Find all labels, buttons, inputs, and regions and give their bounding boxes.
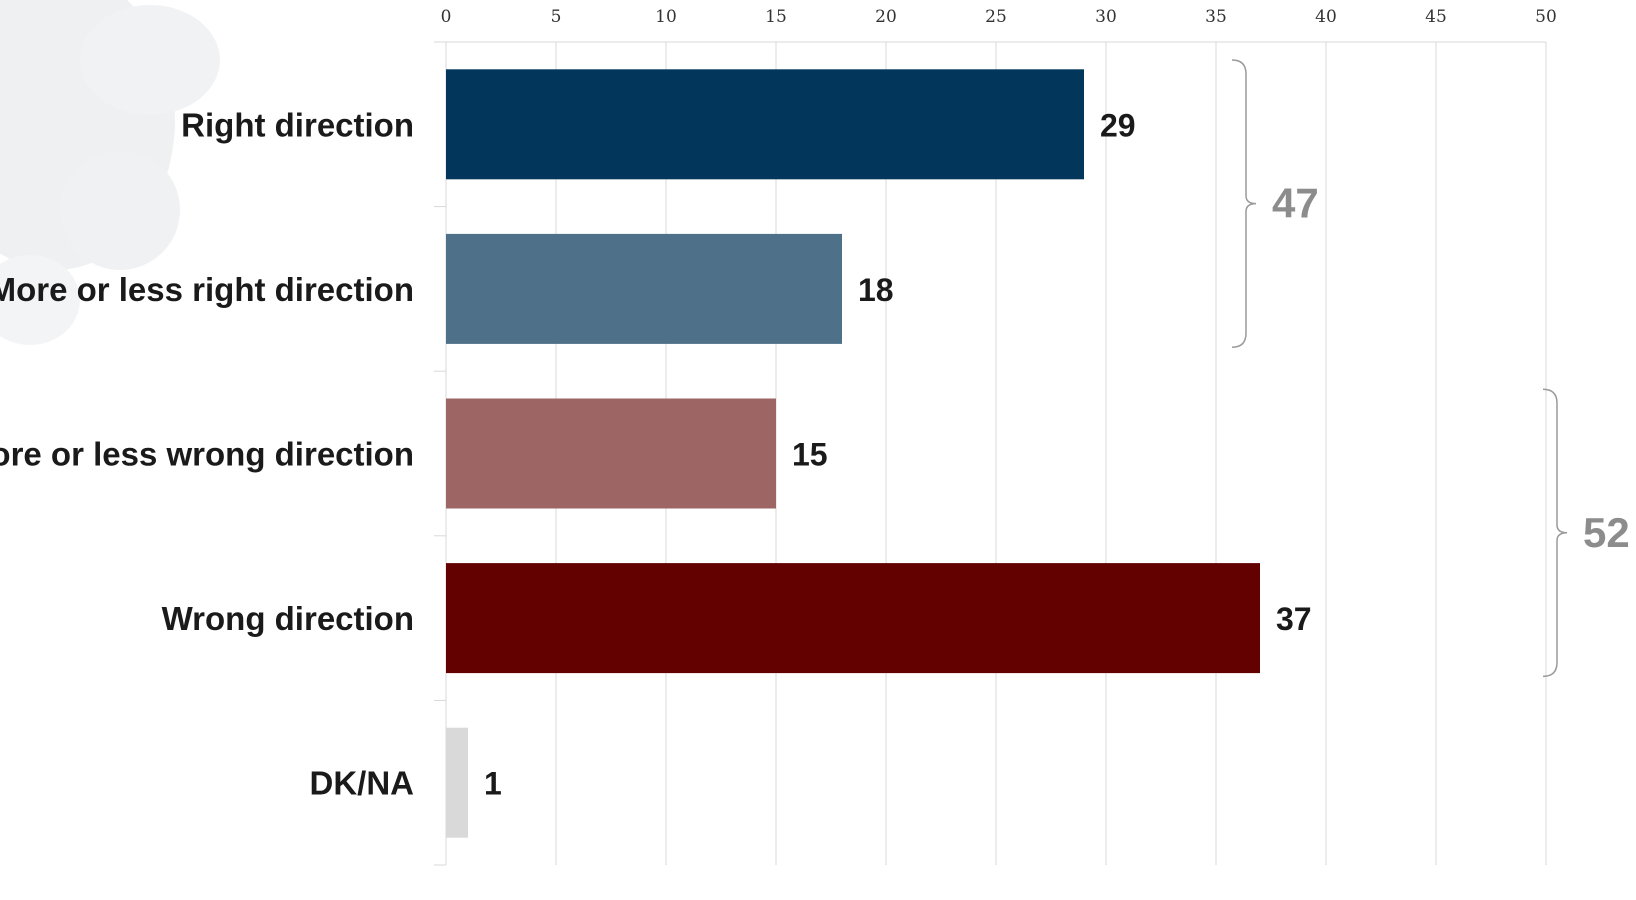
bar: [446, 398, 776, 509]
x-tick-label: 20: [875, 7, 897, 27]
value-label: 29: [1100, 107, 1136, 143]
category-label: DK/NA: [310, 765, 415, 802]
x-tick-label: 5: [551, 7, 562, 27]
group-bracket: [1231, 59, 1257, 348]
x-tick-label: 30: [1095, 7, 1117, 27]
bar: [446, 563, 1260, 674]
bar: [446, 727, 468, 838]
value-label: 37: [1276, 601, 1312, 637]
x-tick-label: 45: [1425, 7, 1447, 27]
x-axis: 0 5 10 15 20 25 30 35 40 45 50: [434, 7, 1557, 866]
x-tick-label: 35: [1205, 7, 1227, 27]
category-label: More or less wrong direction: [0, 436, 414, 473]
category-label: More or less right direction: [0, 271, 414, 308]
bar: [446, 69, 1084, 180]
bars: Right direction 29 More or less right dire…: [0, 69, 1312, 838]
bar: [446, 233, 842, 344]
x-tick-label: 50: [1535, 7, 1557, 27]
x-tick-label: 40: [1315, 7, 1337, 27]
value-label: 15: [792, 437, 828, 473]
group-bracket: [1542, 388, 1568, 678]
x-tick-label: 0: [441, 7, 452, 27]
x-tick-label: 15: [765, 7, 787, 27]
x-tick-label: 10: [655, 7, 677, 27]
group-total-label: 47: [1272, 180, 1319, 227]
group-brackets: 47 52: [1231, 59, 1630, 678]
category-label: Wrong direction: [162, 600, 414, 637]
value-label: 1: [484, 766, 502, 802]
background-decoration: [0, 0, 220, 345]
value-label: 18: [858, 272, 894, 308]
group-total-label: 52: [1583, 509, 1630, 556]
category-label: Right direction: [181, 106, 414, 143]
x-tick-label: 25: [985, 7, 1007, 27]
